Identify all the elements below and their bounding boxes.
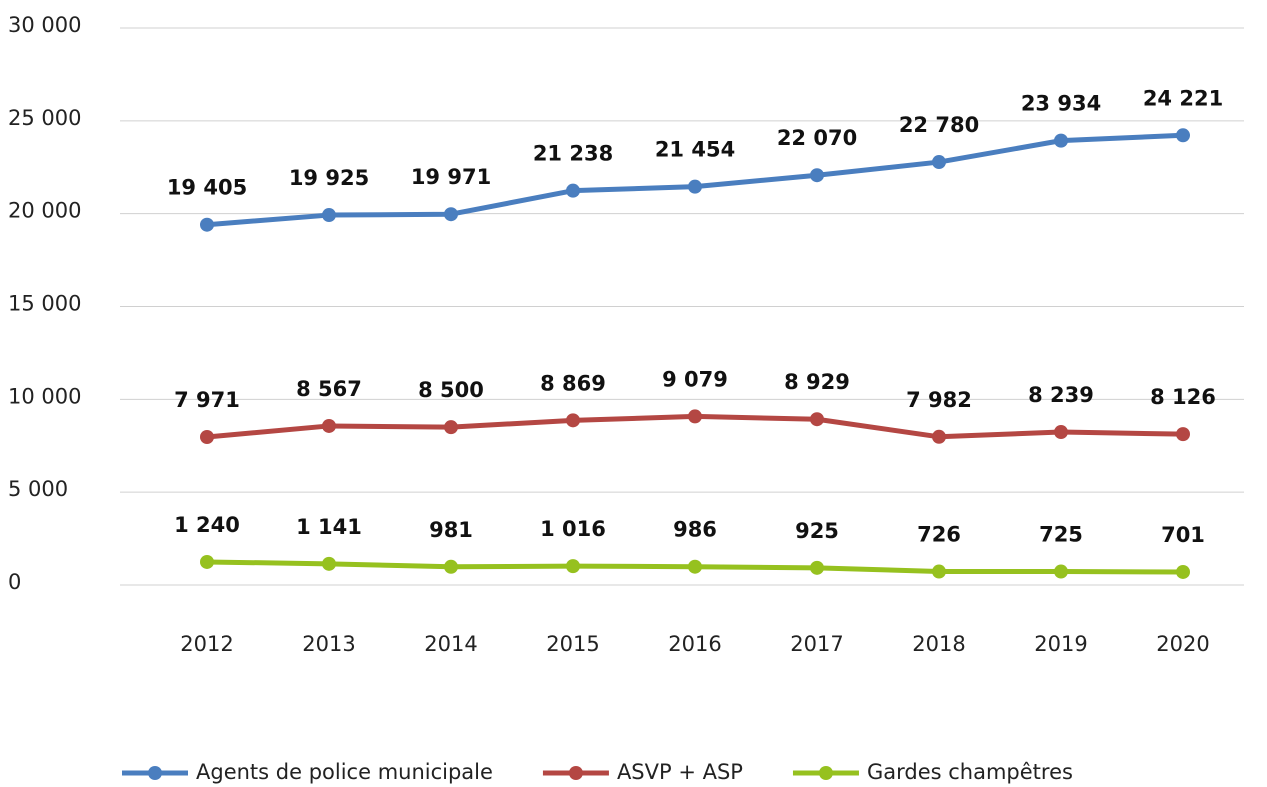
point xyxy=(1176,564,1190,579)
x-tick-label: 2020 xyxy=(1156,632,1209,656)
x-tick-label: 2017 xyxy=(790,632,843,656)
point xyxy=(566,559,580,574)
value-label: 22 780 xyxy=(899,113,979,137)
point xyxy=(932,429,946,444)
point xyxy=(322,418,336,433)
legend-label: Agents de police municipale xyxy=(196,760,493,784)
value-label: 7 982 xyxy=(906,388,972,412)
point xyxy=(810,168,824,183)
y-tick-label: 0 xyxy=(8,570,21,594)
point xyxy=(688,559,702,574)
value-label: 21 454 xyxy=(655,138,735,162)
point xyxy=(444,559,458,574)
value-label: 21 238 xyxy=(533,142,613,166)
value-label: 726 xyxy=(917,523,961,547)
point xyxy=(566,413,580,428)
x-tick-label: 2012 xyxy=(180,632,233,656)
value-label: 8 929 xyxy=(784,370,850,394)
value-label: 19 971 xyxy=(411,165,491,189)
value-label: 1 141 xyxy=(296,515,362,539)
value-label: 1 016 xyxy=(540,517,606,541)
legend-marker xyxy=(568,766,583,780)
value-label: 725 xyxy=(1039,523,1083,547)
value-label: 7 971 xyxy=(174,388,240,412)
value-label: 8 239 xyxy=(1028,383,1094,407)
value-label: 8 567 xyxy=(296,377,362,401)
point xyxy=(1176,427,1190,442)
legend-marker xyxy=(148,766,162,780)
x-tick-label: 2018 xyxy=(912,632,965,656)
point xyxy=(1054,425,1068,440)
point xyxy=(688,179,702,194)
y-tick-label: 5 000 xyxy=(8,477,68,501)
point xyxy=(1054,133,1068,148)
point xyxy=(200,430,214,445)
value-label: 19 405 xyxy=(167,176,247,200)
point xyxy=(932,564,946,579)
point xyxy=(200,554,214,569)
value-label: 8 869 xyxy=(540,371,606,395)
legend-marker xyxy=(818,766,833,780)
value-label: 19 925 xyxy=(289,166,369,190)
x-tick-label: 2016 xyxy=(668,632,721,656)
point xyxy=(932,155,946,170)
y-tick-label: 15 000 xyxy=(8,292,81,316)
legend-label: ASVP + ASP xyxy=(617,760,743,784)
point xyxy=(1054,564,1068,579)
value-label: 23 934 xyxy=(1021,92,1101,116)
point xyxy=(322,556,336,571)
y-tick-label: 10 000 xyxy=(8,384,81,408)
x-tick-label: 2014 xyxy=(424,632,477,656)
value-label: 986 xyxy=(673,518,717,542)
point xyxy=(322,208,336,223)
y-tick-label: 30 000 xyxy=(8,13,81,37)
y-tick-label: 20 000 xyxy=(8,199,81,223)
point xyxy=(688,409,702,424)
value-label: 8 126 xyxy=(1150,385,1216,409)
value-label: 8 500 xyxy=(418,378,484,402)
value-label: 24 221 xyxy=(1143,86,1223,110)
point xyxy=(1176,128,1190,143)
point xyxy=(200,217,214,232)
value-label: 22 070 xyxy=(777,126,857,150)
point xyxy=(810,560,824,575)
value-label: 981 xyxy=(429,518,473,542)
legend-label: Gardes champêtres xyxy=(867,760,1073,784)
value-label: 1 240 xyxy=(174,513,240,537)
x-tick-label: 2019 xyxy=(1034,632,1087,656)
value-label: 701 xyxy=(1161,523,1205,547)
point xyxy=(810,412,824,427)
x-tick-label: 2015 xyxy=(546,632,599,656)
y-tick-label: 25 000 xyxy=(8,106,81,130)
point xyxy=(566,183,580,198)
value-label: 925 xyxy=(795,519,839,543)
point xyxy=(444,207,458,222)
value-label: 9 079 xyxy=(662,367,728,391)
point xyxy=(444,420,458,435)
x-tick-label: 2013 xyxy=(302,632,355,656)
